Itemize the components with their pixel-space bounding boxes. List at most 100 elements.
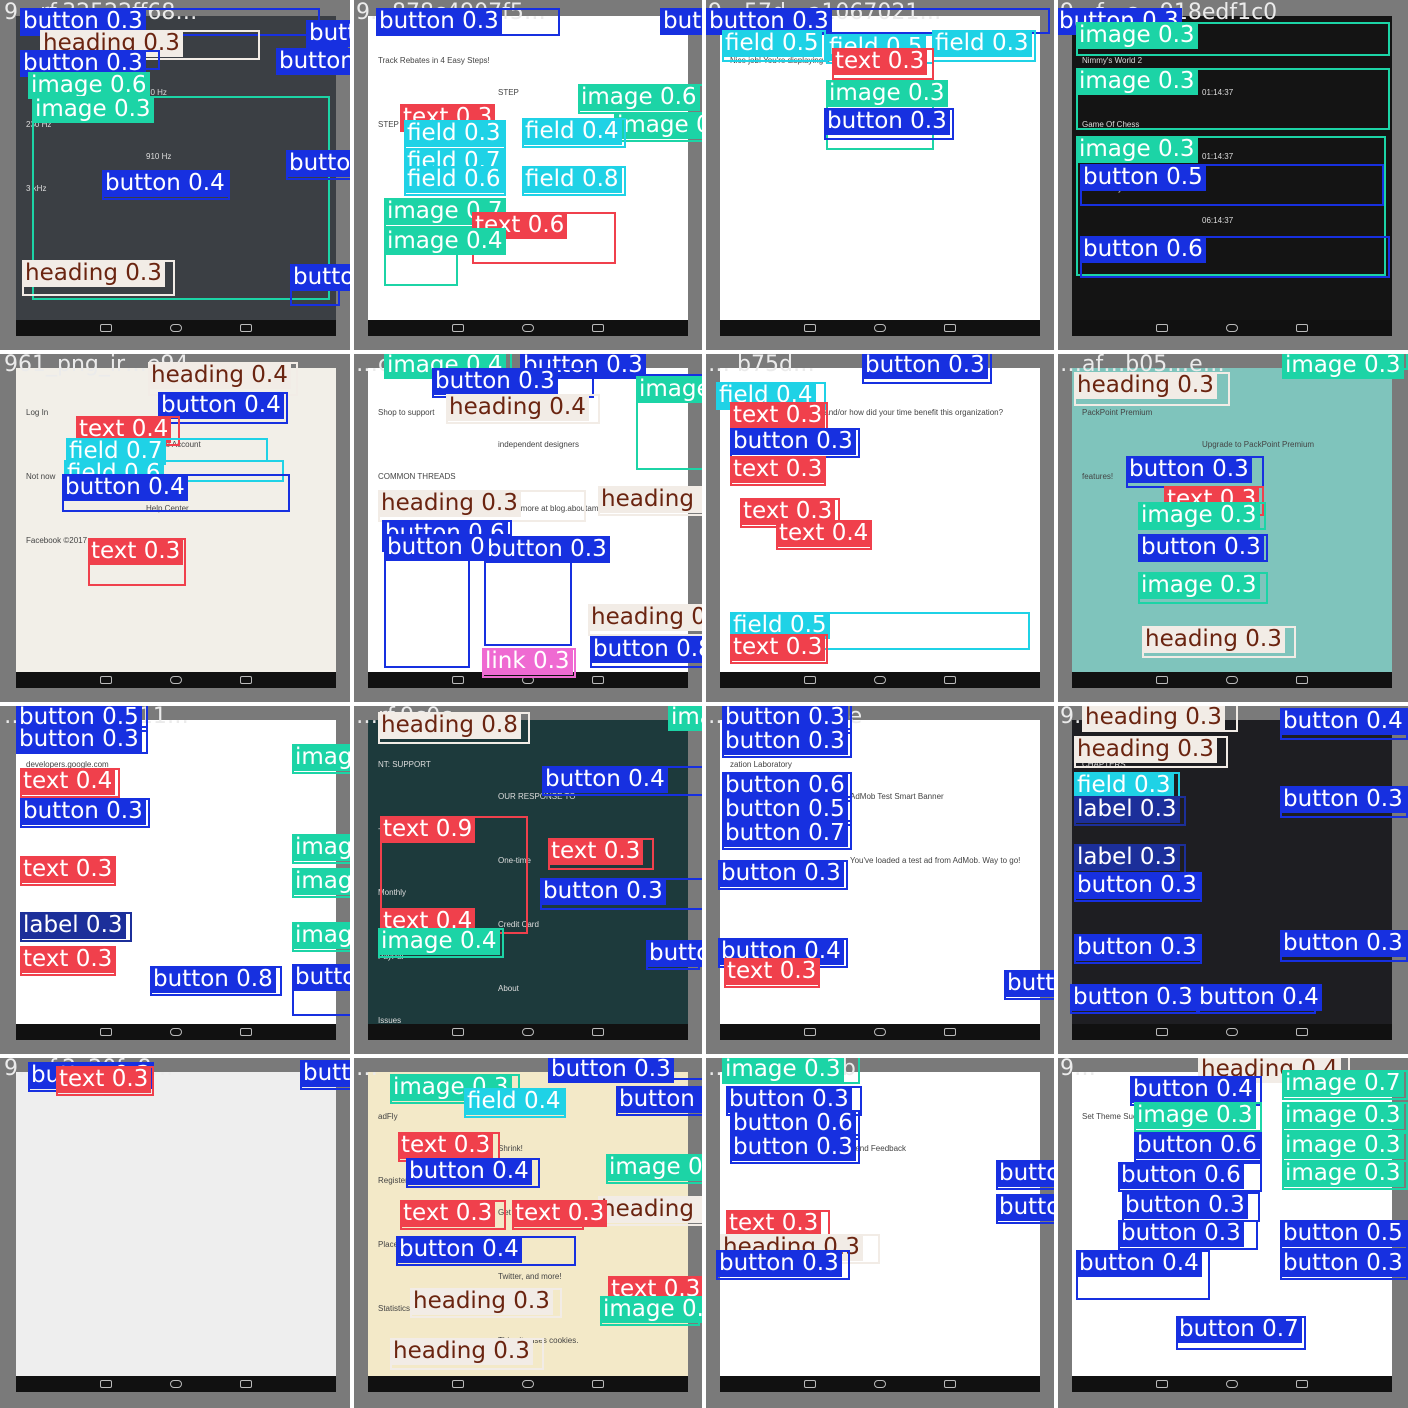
home-icon[interactable] bbox=[874, 1028, 886, 1036]
back-icon[interactable] bbox=[100, 676, 112, 684]
detection-label: button 0.3 bbox=[646, 940, 704, 967]
back-icon[interactable] bbox=[804, 324, 816, 332]
screen-text: About bbox=[498, 984, 519, 993]
home-icon[interactable] bbox=[1226, 676, 1238, 684]
recents-icon[interactable] bbox=[240, 324, 252, 332]
recents-icon[interactable] bbox=[240, 1028, 252, 1036]
detection-box-text: text 0.4 bbox=[20, 768, 120, 798]
back-icon[interactable] bbox=[452, 676, 464, 684]
detection-label: button 0.3 bbox=[660, 8, 704, 35]
screen-text: Twitter, and more! bbox=[498, 1272, 562, 1281]
back-icon[interactable] bbox=[452, 1028, 464, 1036]
back-icon[interactable] bbox=[100, 1028, 112, 1036]
detection-box-image: image 0.3 bbox=[1282, 1132, 1408, 1162]
back-icon[interactable] bbox=[452, 324, 464, 332]
home-icon[interactable] bbox=[874, 676, 886, 684]
detection-label: button 0.3 bbox=[20, 798, 146, 825]
home-icon[interactable] bbox=[1226, 1380, 1238, 1388]
detection-label: text 0.3 bbox=[730, 402, 826, 429]
home-icon[interactable] bbox=[874, 1380, 886, 1388]
detection-label: text 0.3 bbox=[20, 856, 116, 883]
back-icon[interactable] bbox=[804, 1028, 816, 1036]
recents-icon[interactable] bbox=[1296, 676, 1308, 684]
back-icon[interactable] bbox=[452, 1380, 464, 1388]
detection-label: image 0.3 bbox=[292, 868, 352, 895]
recents-icon[interactable] bbox=[944, 676, 956, 684]
detection-box-heading: heading 0.4 bbox=[148, 362, 298, 396]
detection-box-link: link 0.3 bbox=[482, 648, 576, 678]
detection-box-button: button 0.3 bbox=[540, 878, 704, 910]
detection-box-button: button 0.3 bbox=[646, 940, 704, 970]
screenshot-cell: Please describe the event and/or how did… bbox=[704, 352, 1056, 704]
recents-icon[interactable] bbox=[1296, 1028, 1308, 1036]
recents-icon[interactable] bbox=[592, 676, 604, 684]
detection-label: button 0.3 bbox=[722, 728, 848, 755]
screenshot-cell: PackPoint Premium Upgrade to PackPoint Pr… bbox=[1056, 352, 1408, 704]
home-icon[interactable] bbox=[874, 324, 886, 332]
home-icon[interactable] bbox=[522, 324, 534, 332]
home-icon[interactable] bbox=[170, 324, 182, 332]
detection-label: heading 0.8 bbox=[378, 712, 521, 739]
home-icon[interactable] bbox=[170, 1028, 182, 1036]
detection-box-button: button 0.3 bbox=[1074, 872, 1202, 902]
detection-box-button: button 0.4 bbox=[542, 766, 704, 796]
back-icon[interactable] bbox=[100, 1380, 112, 1388]
detection-box-button: button 0.3 bbox=[432, 368, 594, 398]
recents-icon[interactable] bbox=[592, 324, 604, 332]
screen-text: Credit Card bbox=[498, 920, 539, 929]
android-nav-bar bbox=[1072, 1024, 1392, 1040]
android-nav-bar bbox=[720, 672, 1040, 688]
recents-icon[interactable] bbox=[240, 1380, 252, 1388]
screenshot-cell: Log In Create Account Not now Help Center Fa… bbox=[0, 352, 352, 704]
home-icon[interactable] bbox=[1226, 1028, 1238, 1036]
recents-icon[interactable] bbox=[592, 1380, 604, 1388]
detection-box-image: image 0.3 bbox=[292, 744, 352, 774]
home-icon[interactable] bbox=[170, 1380, 182, 1388]
back-icon[interactable] bbox=[1156, 324, 1168, 332]
home-icon[interactable] bbox=[522, 1380, 534, 1388]
detection-label: heading 0.3 bbox=[1142, 626, 1285, 653]
detection-label: button 0.3 bbox=[432, 368, 558, 395]
detection-box-heading: heading 0.3 bbox=[598, 1196, 704, 1226]
detection-label: heading 0.3 bbox=[410, 1288, 553, 1315]
detection-box-image: image 0.3 bbox=[636, 376, 704, 470]
detection-box-button: button 0.3 bbox=[616, 1086, 704, 1116]
back-icon[interactable] bbox=[1156, 676, 1168, 684]
recents-icon[interactable] bbox=[592, 1028, 604, 1036]
detection-box-button: button 0.3 bbox=[376, 8, 560, 36]
back-icon[interactable] bbox=[1156, 1380, 1168, 1388]
screenshot-cell: FAQSend Feedback…3890bd00bimage 0.3butto… bbox=[704, 1056, 1056, 1408]
back-icon[interactable] bbox=[100, 324, 112, 332]
home-icon[interactable] bbox=[1226, 324, 1238, 332]
detection-box-heading: heading 0.3 bbox=[410, 1288, 562, 1318]
screenshot-cell: Set Theme Successfully × 9… heading 0.4 but… bbox=[1056, 1056, 1408, 1408]
app-screen: Log In Create Account Not now Help Center Fa… bbox=[16, 368, 336, 688]
screen-text: Upgrade to PackPoint Premium bbox=[1202, 440, 1315, 449]
recents-icon[interactable] bbox=[240, 676, 252, 684]
screen-text: STEP bbox=[378, 120, 399, 129]
detection-label: button 0.3 bbox=[716, 1250, 842, 1277]
detection-box-text: text 0.3 bbox=[400, 1200, 506, 1230]
recents-icon[interactable] bbox=[944, 1380, 956, 1388]
screen-text: Monthly bbox=[378, 888, 407, 897]
back-icon[interactable] bbox=[804, 676, 816, 684]
home-icon[interactable] bbox=[170, 676, 182, 684]
screen-text: Shrink! bbox=[498, 1144, 523, 1153]
detection-label: button 0.3 bbox=[1280, 930, 1406, 957]
detection-box-button: button 0.3 bbox=[1280, 930, 1408, 962]
detection-label: heading 0.3 bbox=[22, 260, 165, 287]
recents-icon[interactable] bbox=[944, 1028, 956, 1036]
recents-icon[interactable] bbox=[944, 324, 956, 332]
recents-icon[interactable] bbox=[1296, 324, 1308, 332]
detection-box-image: image 0.3 bbox=[1282, 1102, 1408, 1132]
back-icon[interactable] bbox=[1156, 1028, 1168, 1036]
screen-text: NT: SUPPORT bbox=[378, 760, 431, 769]
back-icon[interactable] bbox=[804, 1380, 816, 1388]
detection-label: field 0.4 bbox=[522, 118, 622, 145]
recents-icon[interactable] bbox=[1296, 1380, 1308, 1388]
home-icon[interactable] bbox=[522, 1028, 534, 1036]
detection-box-button: button 0.7 bbox=[1176, 1316, 1306, 1350]
detection-label: image 0.3 bbox=[1076, 68, 1198, 95]
detection-box-button: button 0.4 bbox=[1196, 984, 1322, 1014]
screen-text: AdMob Test Smart Banner bbox=[850, 792, 944, 801]
